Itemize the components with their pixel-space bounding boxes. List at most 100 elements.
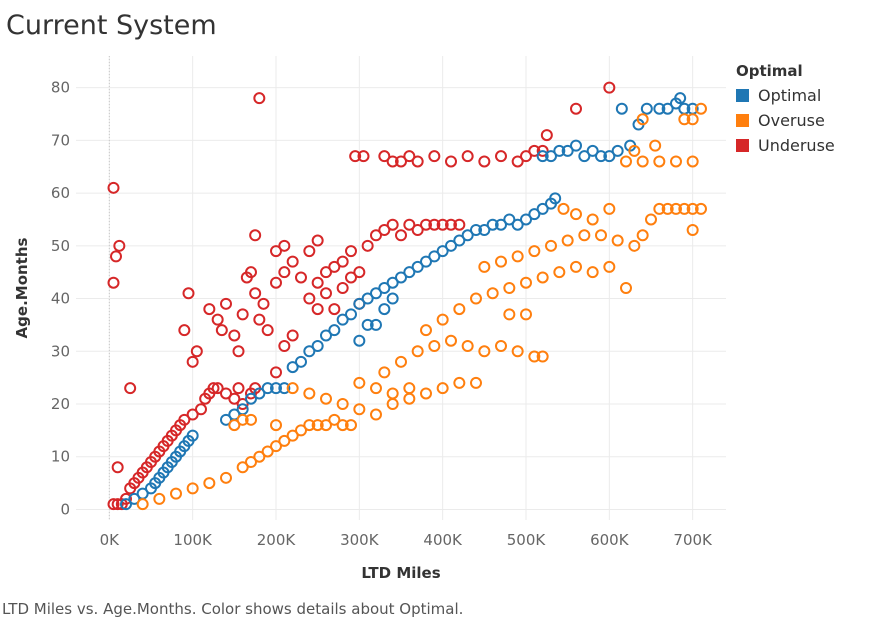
point-overuse[interactable]	[670, 155, 682, 168]
point-optimal[interactable]	[378, 282, 391, 294]
point-optimal[interactable]	[386, 276, 399, 289]
point-underuse[interactable]	[495, 150, 507, 163]
point-optimal[interactable]	[328, 324, 341, 337]
point-underuse[interactable]	[411, 224, 424, 236]
point-underuse[interactable]	[445, 155, 457, 168]
point-overuse[interactable]	[686, 224, 699, 236]
point-optimal[interactable]	[403, 266, 416, 279]
point-underuse[interactable]	[303, 292, 316, 305]
point-overuse[interactable]	[536, 271, 549, 284]
point-optimal[interactable]	[270, 382, 282, 395]
point-underuse[interactable]	[253, 92, 266, 105]
point-overuse[interactable]	[370, 408, 382, 421]
point-overuse[interactable]	[678, 113, 691, 126]
point-optimal[interactable]	[520, 213, 532, 226]
point-optimal[interactable]	[370, 287, 382, 300]
point-optimal[interactable]	[428, 250, 441, 263]
point-overuse[interactable]	[470, 292, 482, 305]
point-optimal[interactable]	[511, 218, 524, 231]
point-overuse[interactable]	[486, 287, 499, 300]
point-optimal[interactable]	[549, 192, 562, 205]
point-overuse[interactable]	[320, 419, 332, 432]
point-overuse[interactable]	[661, 202, 674, 215]
point-underuse[interactable]	[111, 498, 124, 511]
point-underuse[interactable]	[411, 155, 424, 168]
point-overuse[interactable]	[470, 376, 482, 389]
point-optimal[interactable]	[536, 202, 549, 215]
point-underuse[interactable]	[286, 255, 299, 268]
point-overuse[interactable]	[436, 382, 449, 395]
point-overuse[interactable]	[511, 250, 524, 263]
point-underuse[interactable]	[349, 150, 362, 163]
point-underuse[interactable]	[303, 245, 316, 258]
point-underuse[interactable]	[278, 239, 291, 252]
point-underuse[interactable]	[386, 155, 399, 168]
point-optimal[interactable]	[661, 102, 674, 115]
point-overuse[interactable]	[570, 260, 582, 273]
point-optimal[interactable]	[378, 303, 391, 316]
point-overuse[interactable]	[336, 398, 349, 410]
point-overuse[interactable]	[636, 229, 649, 242]
point-overuse[interactable]	[528, 350, 541, 363]
point-underuse[interactable]	[211, 382, 224, 395]
point-optimal[interactable]	[470, 224, 482, 236]
point-underuse[interactable]	[461, 150, 474, 163]
point-overuse[interactable]	[153, 492, 166, 505]
point-optimal[interactable]	[553, 144, 566, 157]
point-overuse[interactable]	[503, 282, 516, 294]
point-underuse[interactable]	[311, 276, 324, 289]
point-underuse[interactable]	[232, 382, 245, 395]
point-underuse[interactable]	[395, 229, 407, 242]
point-underuse[interactable]	[270, 245, 282, 258]
point-overuse[interactable]	[303, 387, 316, 400]
point-underuse[interactable]	[186, 408, 199, 421]
point-underuse[interactable]	[453, 218, 466, 231]
point-optimal[interactable]	[503, 213, 516, 226]
point-overuse[interactable]	[378, 366, 391, 379]
point-overuse[interactable]	[645, 213, 657, 226]
point-overuse[interactable]	[628, 239, 641, 252]
point-optimal[interactable]	[353, 297, 366, 310]
point-optimal[interactable]	[361, 318, 374, 331]
point-underuse[interactable]	[232, 345, 245, 358]
point-overuse[interactable]	[553, 266, 566, 279]
point-overuse[interactable]	[220, 471, 232, 484]
point-optimal[interactable]	[395, 271, 407, 284]
point-underuse[interactable]	[395, 155, 407, 168]
point-optimal[interactable]	[303, 345, 316, 358]
point-underuse[interactable]	[220, 387, 232, 400]
point-underuse[interactable]	[178, 324, 191, 337]
point-optimal[interactable]	[345, 308, 357, 321]
point-overuse[interactable]	[436, 313, 449, 326]
point-overuse[interactable]	[686, 202, 699, 215]
point-optimal[interactable]	[353, 334, 366, 347]
point-optimal[interactable]	[603, 150, 616, 163]
point-overuse[interactable]	[586, 213, 599, 226]
point-underuse[interactable]	[190, 345, 203, 358]
point-overuse[interactable]	[520, 276, 532, 289]
point-underuse[interactable]	[215, 324, 228, 337]
point-overuse[interactable]	[636, 113, 649, 126]
point-underuse[interactable]	[436, 218, 449, 231]
point-underuse[interactable]	[345, 245, 357, 258]
point-overuse[interactable]	[336, 419, 349, 432]
point-underuse[interactable]	[195, 403, 207, 416]
legend-item-optimal[interactable]: Optimal	[736, 83, 835, 108]
point-overuse[interactable]	[636, 155, 649, 168]
point-overuse[interactable]	[586, 266, 599, 279]
point-optimal[interactable]	[361, 292, 374, 305]
point-underuse[interactable]	[249, 287, 262, 300]
point-underuse[interactable]	[295, 271, 307, 284]
point-underuse[interactable]	[361, 239, 374, 252]
point-overuse[interactable]	[386, 387, 399, 400]
point-overuse[interactable]	[678, 202, 691, 215]
point-overuse[interactable]	[603, 202, 616, 215]
point-optimal[interactable]	[253, 387, 266, 400]
point-underuse[interactable]	[320, 266, 332, 279]
point-optimal[interactable]	[545, 150, 557, 163]
point-underuse[interactable]	[107, 498, 120, 511]
point-underuse[interactable]	[270, 276, 282, 289]
point-overuse[interactable]	[345, 419, 357, 432]
point-optimal[interactable]	[578, 150, 591, 163]
point-underuse[interactable]	[370, 229, 382, 242]
